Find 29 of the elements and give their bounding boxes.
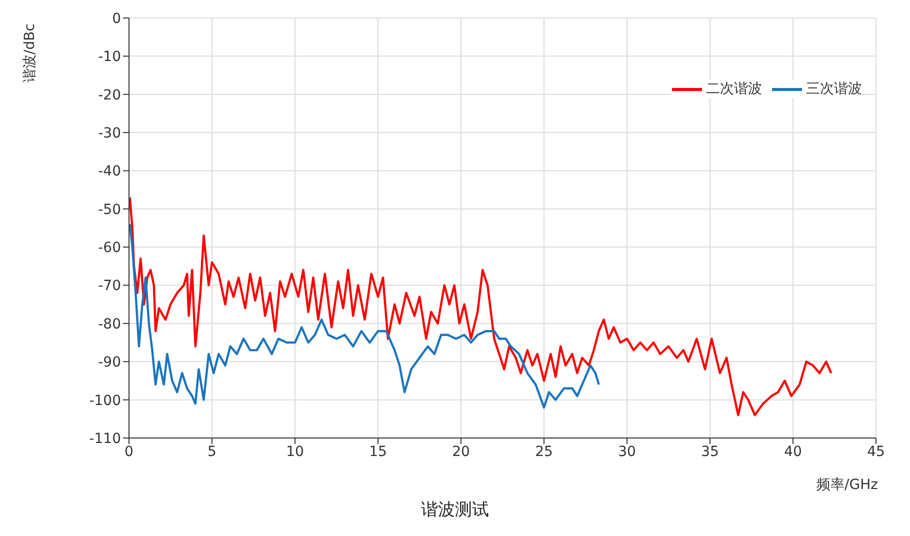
- y-tick-label: -110: [89, 430, 121, 447]
- x-tick-label: 30: [618, 444, 636, 460]
- line-series: [129, 196, 832, 416]
- legend-label: 二次谐波: [706, 80, 762, 98]
- y-axis-title: 谐波/dBc: [21, 22, 39, 84]
- x-tick-label: 5: [208, 444, 216, 460]
- y-tick-label: -100: [89, 392, 121, 409]
- line-series: [129, 223, 600, 409]
- x-axis-title: 频率/GHz: [816, 476, 878, 494]
- x-tick-label: 20: [452, 444, 470, 460]
- y-tick-label: -60: [98, 240, 121, 256]
- x-tick-label: 15: [369, 444, 387, 460]
- y-tick-label: -10: [98, 49, 121, 66]
- y-tick-label: -90: [98, 354, 121, 371]
- x-tick-label: 10: [286, 444, 304, 460]
- y-tick-label: -40: [98, 164, 121, 180]
- x-tick-label: 0: [124, 444, 134, 460]
- y-tick-label: -20: [98, 87, 121, 104]
- x-tick-label: 25: [535, 444, 553, 460]
- y-tick-label: -70: [98, 278, 121, 294]
- x-tick-label: 40: [784, 444, 802, 460]
- y-tick-label: -30: [98, 126, 121, 142]
- text: 谐波测试: [420, 499, 490, 521]
- legend-label: 三次谐波: [806, 80, 862, 98]
- y-tick-label: -50: [98, 202, 121, 218]
- x-tick-label: 45: [867, 444, 885, 460]
- y-tick-label: -80: [98, 316, 121, 332]
- x-tick-label: 35: [701, 444, 719, 460]
- y-tick-label: 0: [112, 10, 121, 27]
